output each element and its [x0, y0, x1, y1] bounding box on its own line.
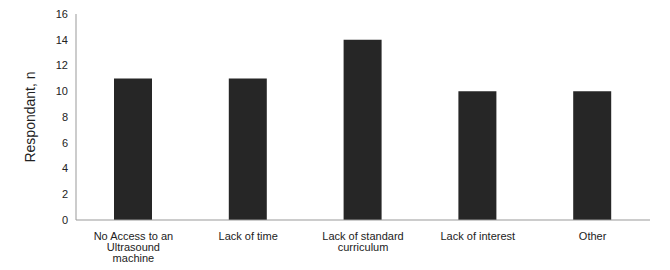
- svg-text:14: 14: [56, 34, 68, 46]
- svg-text:No Access to anUltrasoundmachi: No Access to anUltrasoundmachine: [94, 230, 174, 262]
- svg-text:Other: Other: [579, 230, 607, 242]
- svg-text:12: 12: [56, 59, 68, 71]
- svg-text:4: 4: [62, 162, 68, 174]
- svg-text:16: 16: [56, 8, 68, 20]
- svg-text:8: 8: [62, 111, 68, 123]
- svg-text:Lack of time: Lack of time: [219, 230, 278, 242]
- svg-text:Lack of standardcurriculum: Lack of standardcurriculum: [322, 230, 403, 253]
- svg-text:10: 10: [56, 85, 68, 97]
- svg-text:2: 2: [62, 188, 68, 200]
- svg-text:0: 0: [62, 214, 68, 226]
- svg-text:6: 6: [62, 137, 68, 149]
- svg-text:Respondant, n: Respondant, n: [22, 71, 38, 162]
- svg-text:Lack of interest: Lack of interest: [441, 230, 516, 242]
